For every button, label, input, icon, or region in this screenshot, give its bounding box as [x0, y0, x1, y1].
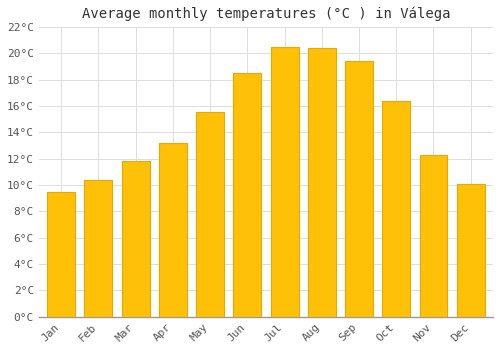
Bar [308, 48, 336, 317]
Bar [234, 73, 262, 317]
Bar [457, 184, 484, 317]
Bar [122, 161, 150, 317]
Bar [84, 180, 112, 317]
Bar [382, 100, 410, 317]
Title: Average monthly temperatures (°C ) in Válega: Average monthly temperatures (°C ) in Vá… [82, 7, 450, 21]
Bar [196, 112, 224, 317]
Bar [270, 47, 298, 317]
Bar [159, 143, 187, 317]
Bar [345, 61, 373, 317]
Bar [420, 155, 448, 317]
Bar [47, 191, 75, 317]
